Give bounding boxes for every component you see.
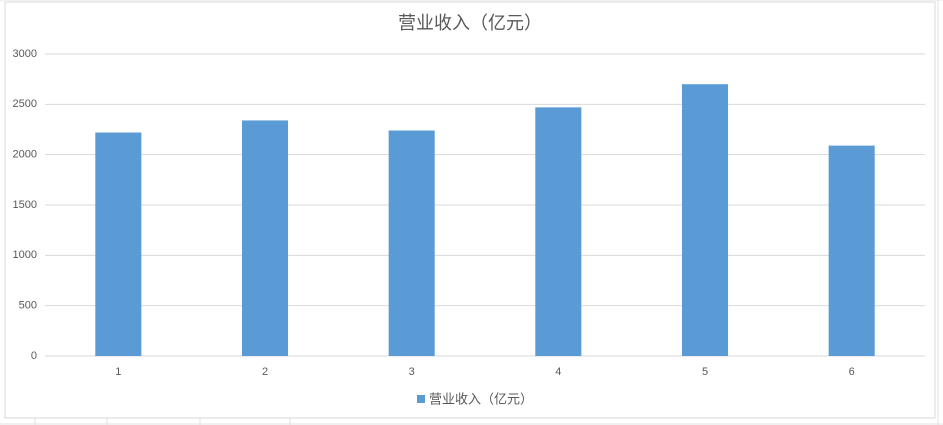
x-tick-label: 5	[702, 366, 708, 378]
y-tick-label: 0	[31, 350, 37, 362]
bar	[388, 130, 435, 356]
x-tick-label: 4	[555, 366, 561, 378]
chart-title: 营业收入（亿元）	[398, 13, 542, 33]
bar	[535, 107, 582, 356]
y-tick-label: 2000	[13, 149, 37, 161]
legend-swatch	[417, 395, 425, 403]
x-tick-label: 2	[262, 366, 268, 378]
legend-label: 营业收入（亿元）	[429, 391, 533, 406]
y-tick-label: 3000	[13, 48, 37, 60]
chart-area	[4, 1, 936, 419]
x-tick-label: 1	[115, 366, 121, 378]
x-tick-label: 3	[409, 366, 415, 378]
bar	[241, 120, 289, 356]
bar	[828, 145, 875, 356]
bar	[681, 84, 729, 356]
bar	[95, 132, 142, 356]
y-tick-label: 1500	[13, 199, 37, 211]
y-tick-label: 2500	[13, 98, 37, 110]
x-tick-label: 6	[849, 366, 855, 378]
y-tick-label: 1000	[13, 249, 37, 261]
y-tick-label: 500	[19, 300, 37, 312]
